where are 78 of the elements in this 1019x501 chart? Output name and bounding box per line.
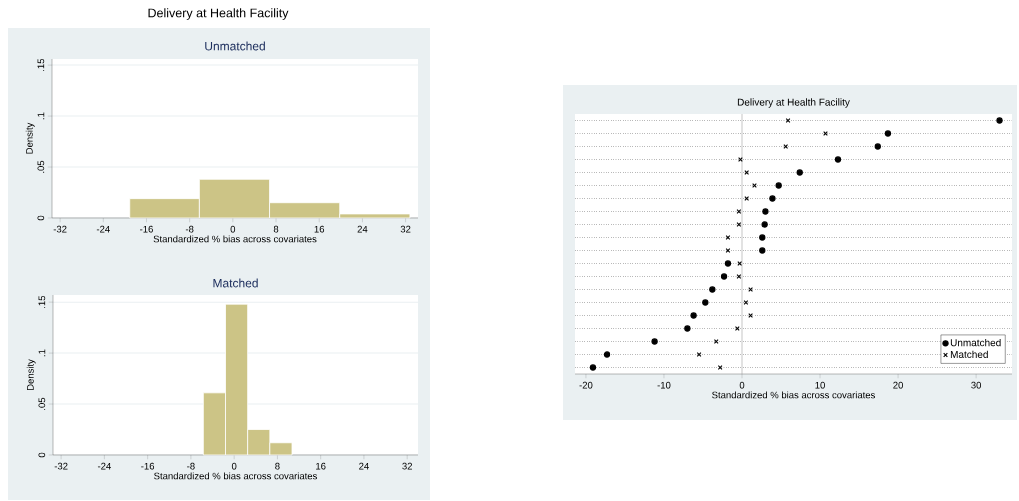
chart-title: Matched xyxy=(213,278,258,288)
point xyxy=(720,273,728,280)
point xyxy=(744,170,750,175)
point xyxy=(736,222,742,227)
x-tick-label: 32 xyxy=(400,225,411,233)
point xyxy=(709,286,716,293)
point xyxy=(762,208,769,215)
point xyxy=(603,351,611,358)
x-tick-label: -10 xyxy=(657,381,671,389)
chart-title: Delivery at Health Facility xyxy=(737,98,850,108)
x-tick-label: 24 xyxy=(357,225,368,233)
x-tick-label: 30 xyxy=(971,381,982,389)
y-tick-label: .1 xyxy=(37,112,45,120)
point xyxy=(725,248,731,253)
y-axis-title: Density xyxy=(25,122,35,154)
x-tick-label: 8 xyxy=(273,225,279,233)
x-tick-label: -8 xyxy=(185,225,194,233)
y-tick-label: 0 xyxy=(38,452,46,458)
x-tick-label: 0 xyxy=(231,462,237,470)
y-tick-label: .05 xyxy=(37,160,45,173)
chart-title: Delivery at Health Facility xyxy=(148,8,289,20)
y-tick-label: .15 xyxy=(37,58,45,71)
point xyxy=(717,365,723,370)
x-tick-label: 16 xyxy=(314,225,325,233)
x-axis-title: Standardized % bias across covariates xyxy=(154,472,317,480)
x-tick-label: 0 xyxy=(739,381,745,389)
legend-label: Matched xyxy=(950,350,988,358)
point xyxy=(724,260,732,267)
y-tick-label: .05 xyxy=(38,397,46,410)
point xyxy=(744,196,750,201)
x-tick-label: -24 xyxy=(96,225,110,233)
x-tick-label: -20 xyxy=(579,381,593,389)
point xyxy=(736,209,742,214)
y-tick-label: .1 xyxy=(38,349,46,357)
point xyxy=(725,235,731,240)
point xyxy=(713,339,719,344)
y-axis-title: Density xyxy=(26,359,36,391)
x-tick-label: 24 xyxy=(359,462,369,470)
point xyxy=(996,117,1003,124)
point xyxy=(796,169,803,176)
point xyxy=(736,274,742,279)
point xyxy=(769,195,776,202)
point xyxy=(737,261,743,266)
point xyxy=(759,234,766,241)
point xyxy=(684,325,691,332)
x-tick-label: 8 xyxy=(275,462,280,470)
x-tick-label: -8 xyxy=(187,462,195,470)
x-tick-label: -16 xyxy=(140,225,153,233)
point xyxy=(783,144,789,149)
point xyxy=(785,118,791,123)
point xyxy=(761,221,768,228)
x-tick-label: -32 xyxy=(54,462,68,470)
point xyxy=(874,143,881,150)
point xyxy=(734,326,740,331)
point xyxy=(834,156,842,163)
x-tick-label: -32 xyxy=(53,225,67,233)
point xyxy=(743,300,749,305)
legend-label: Unmatched xyxy=(950,338,1001,347)
point xyxy=(759,247,766,254)
x-tick-label: 32 xyxy=(402,462,413,470)
point xyxy=(884,130,892,137)
point xyxy=(589,364,597,371)
x-tick-label: 20 xyxy=(893,381,903,389)
chart-subtitle: Unmatched xyxy=(205,41,265,51)
x-tick-label: 10 xyxy=(815,381,825,389)
point xyxy=(702,299,709,306)
x-axis-title: Standardized % bias across covariates xyxy=(712,391,875,399)
point xyxy=(651,338,658,345)
x-tick-label: -24 xyxy=(97,462,111,470)
x-tick-label: 16 xyxy=(316,462,326,470)
x-tick-label: 0 xyxy=(230,225,236,233)
y-tick-label: .15 xyxy=(38,295,46,308)
point xyxy=(775,182,782,189)
point xyxy=(696,352,702,357)
x-axis-title: Standardized % bias across covariates xyxy=(153,235,317,243)
y-tick-label: 0 xyxy=(37,215,45,221)
x-tick-label: -16 xyxy=(141,462,155,470)
point xyxy=(690,312,697,319)
